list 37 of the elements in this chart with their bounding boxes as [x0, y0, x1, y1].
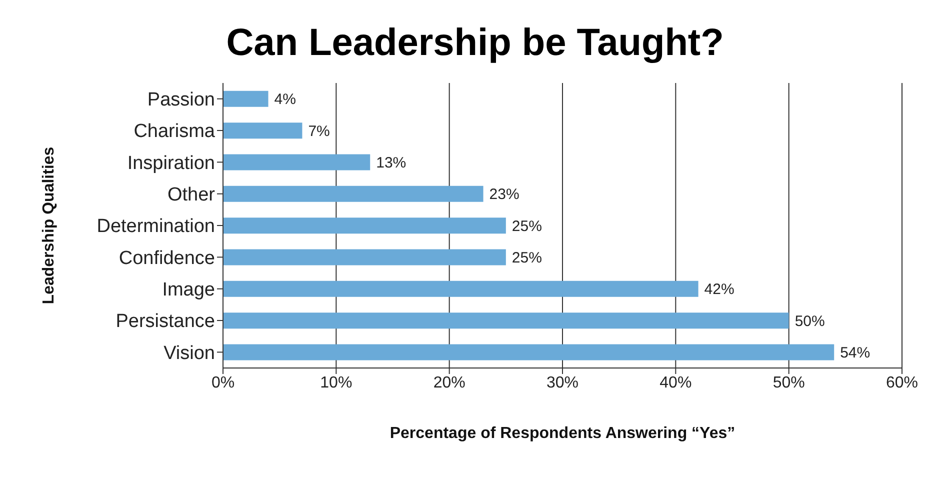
data-label: 42%: [704, 281, 734, 298]
bar: [223, 249, 506, 266]
bar: [223, 122, 302, 139]
bar: [223, 218, 506, 234]
data-label: 23%: [489, 186, 520, 204]
y-tick-label: Passion: [147, 90, 215, 111]
data-label: 7%: [308, 122, 330, 140]
y-tick-label: Determination: [96, 216, 215, 238]
x-tick-label: 20%: [433, 374, 466, 392]
bar: [223, 312, 789, 329]
y-tick-label: Image: [162, 280, 215, 301]
bar: [223, 154, 370, 170]
data-label: 13%: [376, 154, 406, 172]
x-tick-label: 40%: [660, 374, 692, 392]
data-label: 54%: [840, 344, 870, 362]
data-label: 4%: [274, 91, 296, 108]
x-axis-title: Percentage of Respondents Answering “Yes”: [390, 425, 736, 442]
chart-title: Can Leadership be Taught?: [225, 21, 725, 66]
y-tick-label: Charisma: [134, 121, 216, 142]
y-axis-title: Leadership Qualities: [40, 146, 58, 304]
x-tick-label: 60%: [886, 374, 918, 392]
data-label: 25%: [512, 250, 542, 267]
x-tick-label: 10%: [320, 374, 352, 392]
bar: [223, 280, 698, 297]
y-tick-label: Persistance: [116, 311, 215, 332]
x-tick-label: 50%: [772, 374, 805, 392]
y-tick-label: Other: [167, 184, 216, 206]
x-tick-label: 30%: [546, 374, 579, 392]
y-tick-label: Inspiration: [127, 152, 215, 174]
y-tick-label: Vision: [164, 342, 215, 364]
data-label: 50%: [794, 312, 825, 330]
bar: [223, 186, 484, 202]
y-tick-label: Confidence: [118, 248, 215, 269]
data-label: 25%: [512, 218, 542, 235]
x-tick-label: 0%: [211, 374, 235, 392]
bar: [223, 344, 834, 360]
bar: [223, 90, 268, 107]
